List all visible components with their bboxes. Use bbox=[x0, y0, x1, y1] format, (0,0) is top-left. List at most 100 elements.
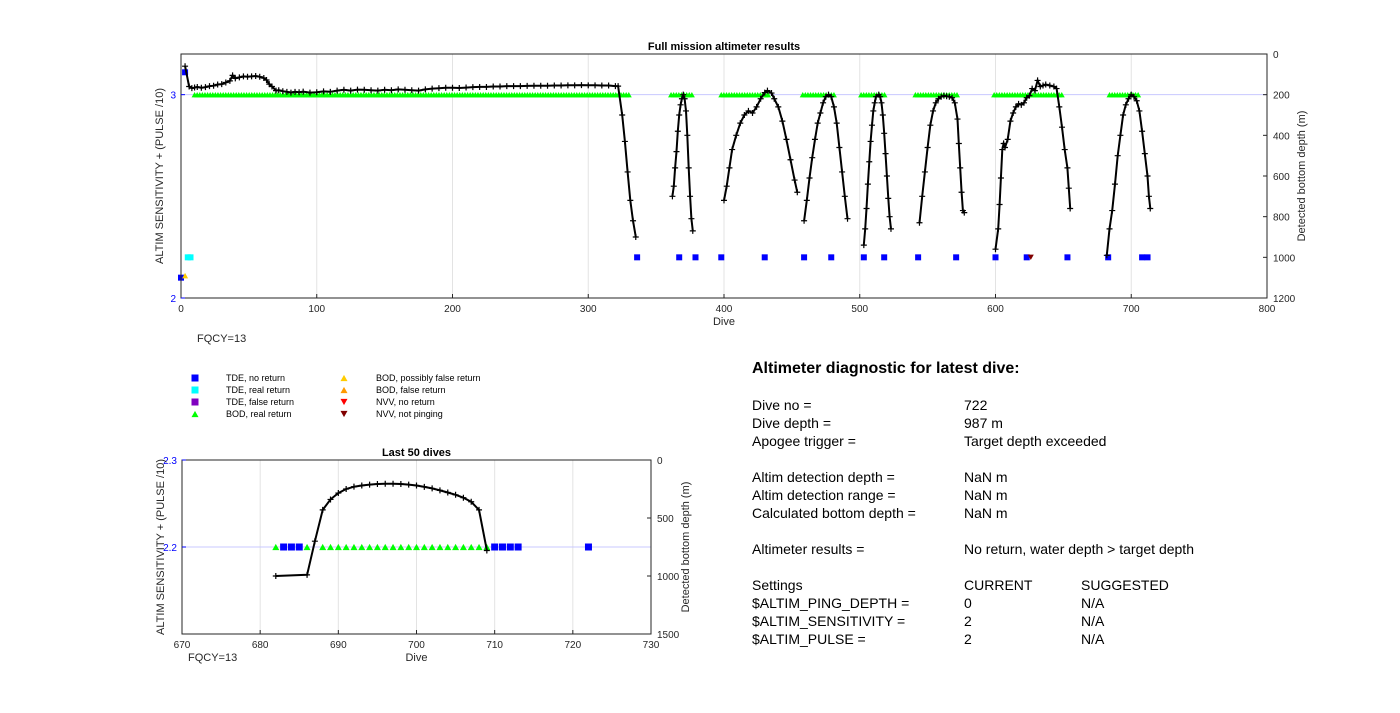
x-tick-label: 500 bbox=[851, 304, 868, 315]
legend-label: TDE, no return bbox=[226, 373, 285, 383]
data-point bbox=[334, 543, 342, 551]
depth-point bbox=[415, 87, 422, 94]
depth-point bbox=[615, 83, 622, 90]
apogee-trigger-row: Apogee trigger = Target depth exceeded bbox=[752, 432, 1312, 450]
depth-point bbox=[503, 83, 510, 90]
depth-point bbox=[1136, 107, 1143, 114]
altim-range-row: Altim detection range = NaN m bbox=[752, 486, 1312, 504]
data-point bbox=[358, 543, 366, 551]
depth-point bbox=[1021, 99, 1028, 106]
x-tick-label: 700 bbox=[1123, 304, 1140, 315]
depth-point bbox=[801, 217, 808, 224]
depth-point bbox=[951, 99, 958, 106]
data-point bbox=[881, 91, 888, 98]
fqcy-annotation: FQCY=13 bbox=[197, 333, 246, 345]
x-tick-label: 800 bbox=[1259, 304, 1276, 315]
depth-point bbox=[955, 140, 962, 147]
depth-point bbox=[530, 82, 537, 89]
setting-name: $ALTIM_SENSITIVITY = bbox=[752, 613, 906, 629]
data-point bbox=[828, 254, 835, 261]
data-point bbox=[444, 543, 452, 551]
depth-point bbox=[771, 95, 778, 102]
depth-point bbox=[1000, 140, 1007, 147]
depth-point bbox=[753, 103, 760, 110]
depth-point bbox=[421, 483, 428, 490]
depth-point bbox=[811, 136, 818, 143]
depth-point bbox=[275, 87, 282, 94]
depth-point bbox=[463, 84, 470, 91]
depth-point bbox=[1139, 128, 1146, 135]
depth-point bbox=[558, 82, 565, 89]
calc-bottom-label: Calculated bottom depth = bbox=[752, 505, 916, 521]
depth-point bbox=[958, 189, 965, 196]
apogee-trigger-value: Target depth exceeded bbox=[964, 433, 1107, 449]
setting-name: $ALTIM_PULSE = bbox=[752, 631, 866, 647]
data-point bbox=[467, 543, 475, 551]
depth-point bbox=[996, 201, 1003, 208]
data-point bbox=[327, 543, 335, 551]
depth-point bbox=[677, 101, 684, 108]
data-point bbox=[761, 254, 768, 261]
altimeter-results-label: Altimeter results = bbox=[752, 541, 865, 557]
depth-point bbox=[1064, 164, 1071, 171]
data-point bbox=[397, 543, 405, 551]
data-point bbox=[342, 543, 350, 551]
dive-depth-label: Dive depth = bbox=[752, 415, 831, 431]
chart-title: Full mission altimeter results bbox=[648, 41, 800, 53]
depth-point bbox=[723, 183, 730, 190]
x-tick-label: 700 bbox=[408, 640, 425, 651]
x-tick-label: 100 bbox=[308, 304, 325, 315]
depth-point bbox=[605, 82, 612, 89]
depth-point bbox=[517, 83, 524, 90]
depth-point bbox=[524, 82, 531, 89]
depth-point bbox=[921, 168, 928, 175]
depth-point bbox=[374, 481, 381, 488]
depth-point bbox=[1122, 101, 1129, 108]
legend-marker bbox=[191, 374, 199, 382]
data-point bbox=[436, 543, 444, 551]
depth-point bbox=[946, 93, 953, 100]
depth-point bbox=[885, 195, 892, 202]
depth-point bbox=[729, 146, 736, 153]
data-point bbox=[765, 91, 772, 98]
depth-point bbox=[449, 84, 456, 91]
depth-point bbox=[688, 215, 695, 222]
depth-point bbox=[809, 154, 816, 161]
depth-point bbox=[490, 83, 497, 90]
depth-point bbox=[817, 109, 824, 116]
depth-point bbox=[867, 138, 874, 145]
depth-point bbox=[868, 122, 875, 129]
depth-point bbox=[304, 571, 311, 578]
depth-point bbox=[624, 168, 631, 175]
depth-line bbox=[1105, 93, 1152, 256]
depth-point bbox=[685, 164, 692, 171]
legend-marker bbox=[340, 374, 348, 382]
depth-point bbox=[687, 193, 694, 200]
depth-point bbox=[806, 175, 813, 182]
bottom-depth-profile bbox=[272, 480, 490, 579]
altim-range-value: NaN m bbox=[964, 487, 1008, 503]
setting-suggested: N/A bbox=[1081, 595, 1105, 611]
depth-point bbox=[306, 89, 313, 96]
y-tick-label: 2.2 bbox=[163, 543, 177, 554]
depth-point bbox=[311, 538, 318, 545]
depth-point bbox=[1015, 100, 1022, 107]
depth-point bbox=[791, 177, 798, 184]
depth-point bbox=[436, 487, 443, 494]
depth-point bbox=[841, 193, 848, 200]
depth-point bbox=[721, 197, 727, 204]
legend-label: NVV, no return bbox=[376, 397, 435, 407]
data-point bbox=[350, 543, 358, 551]
data-point bbox=[280, 543, 288, 551]
depth-point bbox=[510, 83, 517, 90]
data-point bbox=[634, 254, 641, 261]
setting-row-sensitivity: $ALTIM_SENSITIVITY = 2 N/A bbox=[752, 612, 1312, 630]
depth-point bbox=[1059, 124, 1066, 131]
x-tick-label: 720 bbox=[564, 640, 581, 651]
data-point bbox=[475, 543, 483, 551]
depth-point bbox=[374, 87, 381, 94]
depth-point bbox=[864, 181, 871, 188]
depth-point bbox=[672, 164, 679, 171]
depth-point bbox=[927, 122, 934, 129]
